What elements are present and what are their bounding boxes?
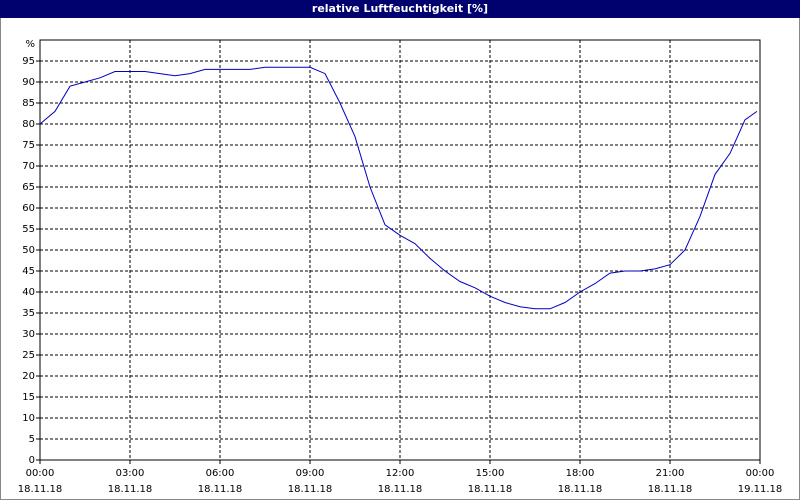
x-tick-date: 18.11.18 xyxy=(108,484,153,495)
x-tick-date: 18.11.18 xyxy=(198,484,243,495)
x-tick-label: 21:00 xyxy=(656,468,685,479)
y-tick-label: 0 xyxy=(29,455,35,466)
y-tick-label: 45 xyxy=(22,266,35,277)
y-tick-label: 55 xyxy=(22,224,35,235)
x-tick-label: 15:00 xyxy=(476,468,505,479)
y-tick-label: 35 xyxy=(22,308,35,319)
x-tick-date: 18.11.18 xyxy=(288,484,333,495)
x-tick-label: 09:00 xyxy=(296,468,325,479)
title-bar xyxy=(0,0,800,18)
y-tick-label: 10 xyxy=(22,413,35,424)
y-tick-label: 50 xyxy=(22,245,35,256)
y-tick-label: 5 xyxy=(29,434,35,445)
y-tick-label: 80 xyxy=(22,119,35,130)
y-tick-label: 85 xyxy=(22,98,35,109)
x-tick-date: 18.11.18 xyxy=(378,484,423,495)
plot-frame xyxy=(39,39,761,461)
data-line xyxy=(39,66,758,310)
x-tick-date: 18.11.18 xyxy=(18,484,63,495)
y-tick-label: 90 xyxy=(22,77,35,88)
x-tick-label: 00:00 xyxy=(26,468,55,479)
x-tick-label: 03:00 xyxy=(116,468,145,479)
x-tick-label: 18:00 xyxy=(566,468,595,479)
y-tick-label: 65 xyxy=(22,182,35,193)
y-tick-label: 60 xyxy=(22,203,35,214)
chart-title: relative Luftfeuchtigkeit [%] xyxy=(312,2,488,15)
x-tick-label: 00:00 xyxy=(746,468,775,479)
y-tick-label: 15 xyxy=(22,392,35,403)
x-tick-date: 18.11.18 xyxy=(648,484,693,495)
x-tick-date: 19.11.18 xyxy=(738,484,783,495)
x-tick-date: 18.11.18 xyxy=(558,484,603,495)
y-tick-label: 40 xyxy=(22,287,35,298)
y-tick-label: 20 xyxy=(22,371,35,382)
y-tick-label: 95 xyxy=(22,56,35,67)
x-tick-label: 12:00 xyxy=(386,468,415,479)
y-unit: % xyxy=(25,39,35,50)
y-tick-label: 25 xyxy=(22,350,35,361)
y-tick-label: 75 xyxy=(22,140,35,151)
y-tick-label: 70 xyxy=(22,161,35,172)
y-tick-label: 30 xyxy=(22,329,35,340)
x-tick-date: 18.11.18 xyxy=(468,484,513,495)
x-tick-label: 06:00 xyxy=(206,468,235,479)
